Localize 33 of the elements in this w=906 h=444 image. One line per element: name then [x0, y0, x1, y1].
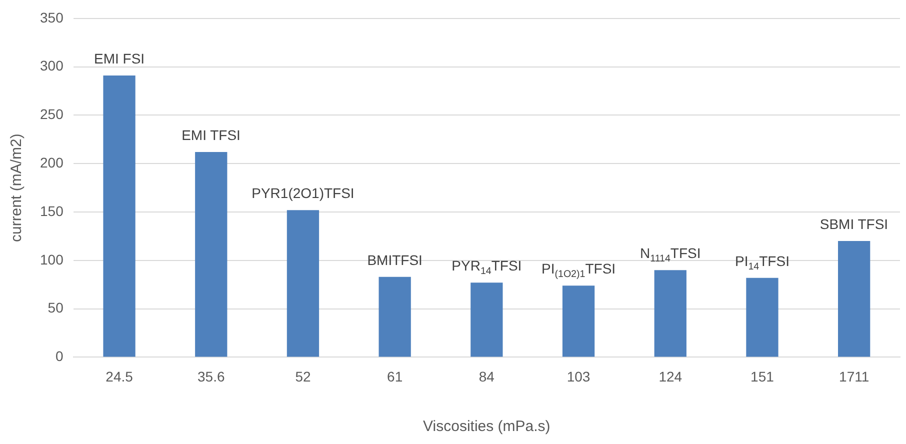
bar	[103, 76, 136, 357]
y-tick-label: 0	[56, 348, 64, 364]
annotation: BMITFSI	[367, 252, 422, 268]
bar	[470, 282, 503, 357]
annotation: EMI FSI	[94, 50, 145, 67]
y-tick-label: 100	[40, 251, 64, 268]
y-tick-label: 350	[40, 9, 64, 26]
x-tick-label: 52	[295, 368, 311, 384]
bar	[654, 270, 686, 357]
y-tick-label: 50	[48, 300, 64, 316]
y-tick-label: 250	[40, 106, 64, 122]
x-tick-label: 24.5	[106, 368, 134, 384]
bar	[562, 286, 595, 357]
bar	[286, 210, 320, 357]
x-tick-label: 103	[566, 368, 590, 384]
x-tick-label: 84	[478, 368, 495, 384]
bar	[378, 276, 411, 357]
x-tick-label: 124	[658, 368, 682, 384]
y-tick-label: 150	[40, 202, 64, 219]
y-axis-title: current (mA/m2)	[8, 134, 26, 242]
y-tick-label: 300	[40, 58, 64, 74]
y-tick-label: 200	[40, 154, 64, 170]
x-tick-label: 151	[750, 368, 774, 384]
bar	[838, 241, 870, 357]
bar	[195, 152, 228, 357]
x-tick-label: 61	[387, 368, 403, 384]
annotation: PYR1(2O1)TFSI	[252, 185, 354, 202]
x-tick-label: 1711	[839, 368, 870, 384]
annotation: EMI TFSI	[182, 126, 240, 143]
x-axis-title: Viscosities (mPa.s)	[423, 418, 550, 436]
bar	[746, 278, 778, 357]
annotation: SBMI TFSI	[820, 216, 888, 232]
x-tick-label: 35.6	[198, 368, 225, 384]
